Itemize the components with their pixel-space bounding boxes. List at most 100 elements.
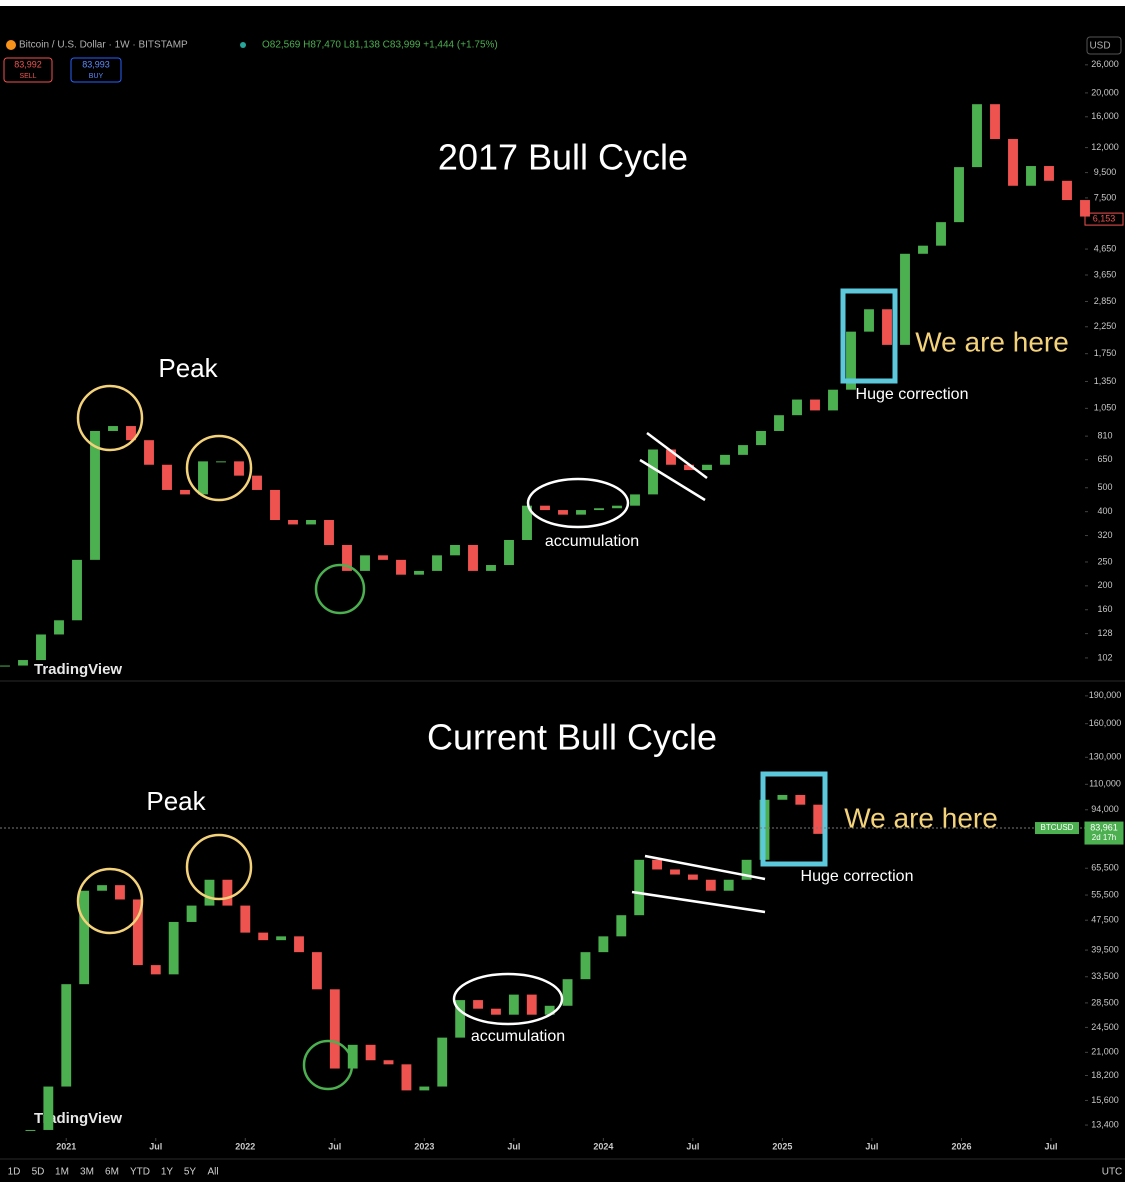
candle (0, 665, 10, 667)
candle (882, 309, 892, 345)
candle (432, 555, 442, 571)
candle (18, 660, 28, 666)
y-tick-label: 47,500 (1091, 915, 1119, 925)
coin-icon (6, 40, 16, 50)
candle (774, 415, 784, 431)
logo: TradingView (34, 1110, 122, 1127)
y-tick-label: 810 (1097, 431, 1112, 441)
y-tick-label: 3,650 (1094, 269, 1117, 279)
candle (79, 890, 90, 985)
countdown: 2d 17h (1092, 833, 1116, 842)
annotation: We are here (915, 326, 1069, 357)
range-button[interactable]: 1D (8, 1167, 21, 1178)
candle (828, 389, 838, 411)
candle (756, 430, 766, 446)
logo: TradingView (34, 661, 122, 678)
candle (1044, 166, 1054, 181)
candle (936, 222, 946, 246)
candle (383, 1060, 394, 1065)
candle (25, 1129, 36, 1131)
buy-label[interactable]: BUY (89, 73, 104, 80)
candle (54, 620, 64, 635)
range-button[interactable]: 3M (80, 1167, 94, 1178)
y-tick-label: 2,250 (1094, 321, 1117, 331)
symbol: Bitcoin / U.S. Dollar · 1W · BITSTAMP (19, 40, 188, 51)
sell-button[interactable] (3, 57, 53, 83)
range-button[interactable]: YTD (130, 1167, 150, 1178)
y-tick-label: 160 (1097, 604, 1112, 614)
candle (198, 461, 208, 495)
range-button[interactable]: 5D (32, 1167, 45, 1178)
candle (864, 309, 874, 332)
chart-title: 2017 Bull Cycle (438, 137, 688, 178)
highlight-ellipse (526, 477, 630, 529)
sell-price[interactable]: 83,992 (14, 59, 42, 69)
overlays (76, 288, 898, 1091)
candle (126, 426, 136, 441)
currency[interactable]: USD (1089, 41, 1110, 52)
candle (670, 869, 680, 875)
candle (222, 879, 233, 906)
candle (186, 905, 197, 922)
candle (473, 1000, 483, 1009)
candle (594, 508, 604, 511)
candle (455, 1000, 466, 1038)
timezone[interactable]: UTC (1102, 1167, 1123, 1178)
candle (1062, 180, 1072, 201)
x-tick-label: Jul (328, 1141, 341, 1151)
y-tick-label: 1,350 (1094, 376, 1117, 386)
y-tick-label: 320 (1097, 530, 1112, 540)
x-tick-label: 2026 (951, 1141, 971, 1151)
x-tick-label: Jul (149, 1141, 162, 1151)
x-tick-label: Jul (686, 1141, 699, 1151)
candle (954, 167, 964, 223)
y-tick-label: 1,750 (1094, 348, 1117, 358)
candle (720, 454, 730, 465)
candle (90, 430, 100, 560)
candle (652, 859, 663, 870)
range-button[interactable]: 1M (55, 1167, 69, 1178)
candle (491, 1008, 501, 1015)
candle (347, 1044, 358, 1069)
candle (306, 520, 316, 525)
candle (204, 879, 215, 906)
candle (544, 1005, 555, 1015)
candle (612, 505, 622, 509)
highlight-circle (76, 384, 144, 452)
candle (180, 489, 190, 495)
candle (1026, 166, 1036, 186)
highlight-ellipse (452, 972, 564, 1026)
range-button[interactable]: 6M (105, 1167, 119, 1178)
price-tag-label: 6,153 (1093, 213, 1116, 223)
range-button[interactable]: All (207, 1167, 218, 1178)
candle (486, 565, 496, 571)
y-tick-label: 9,500 (1094, 167, 1117, 177)
price-tag-label: 83,961 (1090, 822, 1118, 832)
currency-box[interactable] (1086, 36, 1122, 55)
buy-button[interactable] (70, 57, 122, 83)
candle (329, 989, 340, 1069)
y-tick-label: 650 (1097, 454, 1112, 464)
buy-price[interactable]: 83,993 (82, 59, 110, 69)
y-tick-label: 200 (1097, 580, 1112, 590)
symbol-tag-label: BTCUSD (1041, 823, 1074, 832)
chart-title: Current Bull Cycle (427, 717, 717, 758)
top-strip (0, 0, 1125, 6)
x-tick-label: 2021 (56, 1141, 76, 1151)
candle (216, 461, 226, 463)
y-tick-label: 13,400 (1091, 1119, 1119, 1129)
candle (558, 510, 568, 515)
candle (270, 489, 280, 521)
y-tick-label: 400 (1097, 506, 1112, 516)
sell-label[interactable]: SELL (19, 73, 36, 80)
candle (562, 979, 573, 1006)
y-tick-label: 2,850 (1094, 296, 1117, 306)
range-button[interactable]: 1Y (161, 1167, 174, 1178)
highlight-circle (76, 867, 144, 935)
range-button[interactable]: 5Y (184, 1167, 197, 1178)
candle (1080, 200, 1090, 217)
y-tick-label: 65,500 (1091, 863, 1119, 873)
y-tick-label: 94,000 (1091, 804, 1119, 814)
